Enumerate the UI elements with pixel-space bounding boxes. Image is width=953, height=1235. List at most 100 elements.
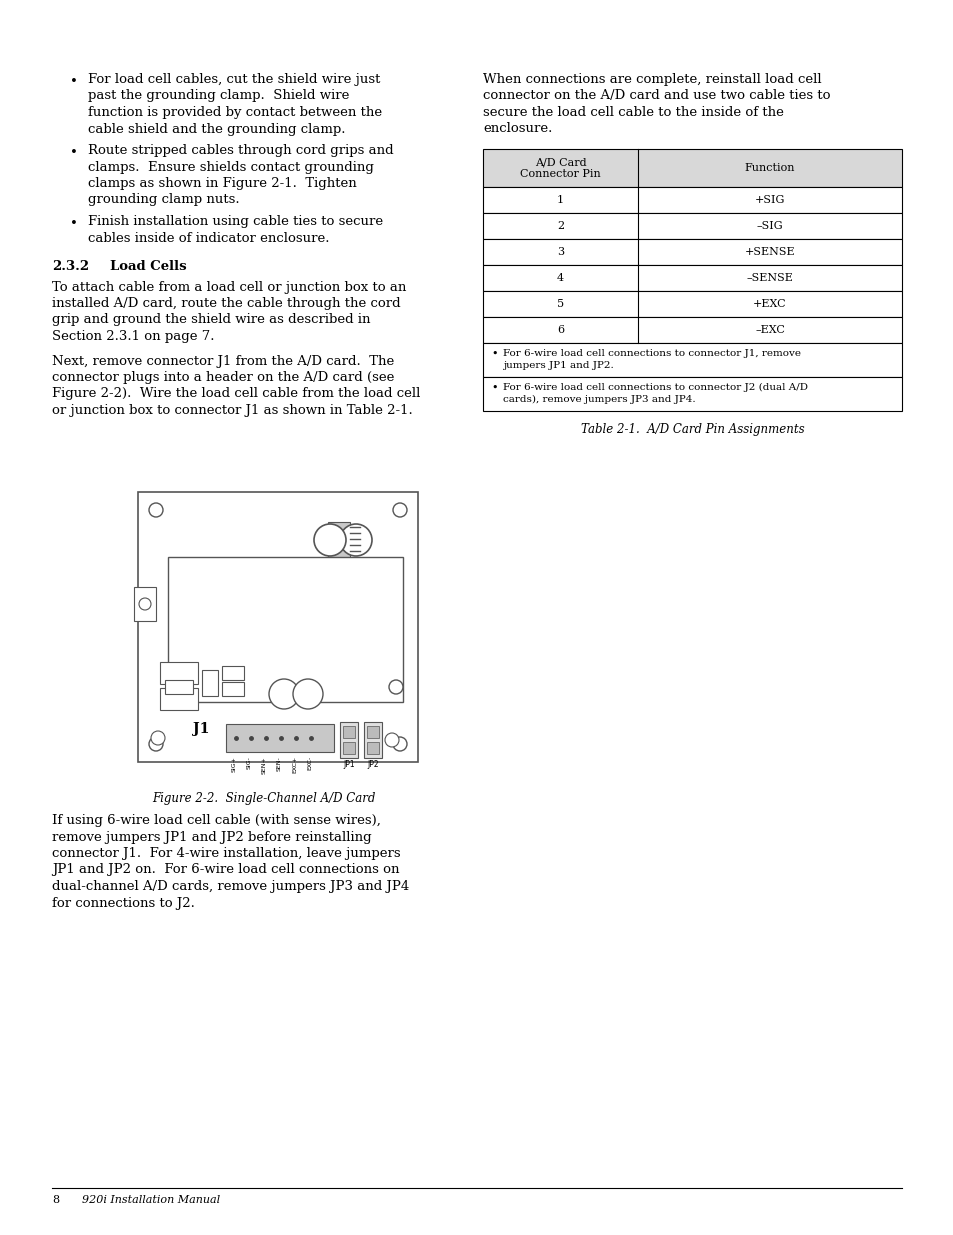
Circle shape — [339, 524, 372, 556]
Text: JP1 and JP2 on.  For 6-wire load cell connections on: JP1 and JP2 on. For 6-wire load cell con… — [52, 863, 399, 877]
Circle shape — [151, 731, 165, 745]
Text: connector on the A/D card and use two cable ties to: connector on the A/D card and use two ca… — [482, 89, 830, 103]
Text: clamps as shown in Figure 2-1.  Tighten: clamps as shown in Figure 2-1. Tighten — [88, 177, 356, 190]
Text: SEN-: SEN- — [276, 756, 282, 771]
Text: +SENSE: +SENSE — [744, 247, 795, 257]
Text: 5: 5 — [557, 299, 563, 309]
Text: enclosure.: enclosure. — [482, 122, 552, 136]
Bar — [367, 742, 378, 755]
Bar — [343, 726, 355, 739]
Text: •: • — [70, 217, 78, 230]
Text: If using 6-wire load cell cable (with sense wires),: If using 6-wire load cell cable (with se… — [52, 814, 380, 827]
Circle shape — [385, 734, 398, 747]
Text: Next, remove connector J1 from the A/D card.  The: Next, remove connector J1 from the A/D c… — [52, 354, 394, 368]
Bar — [482, 317, 901, 343]
Text: 1: 1 — [557, 195, 563, 205]
Text: •: • — [491, 383, 497, 393]
Text: +SIG: +SIG — [754, 195, 784, 205]
Text: 2.3.2: 2.3.2 — [52, 261, 89, 273]
Text: When connections are complete, reinstall load cell: When connections are complete, reinstall… — [482, 73, 821, 86]
Text: connector plugs into a header on the A/D card (see: connector plugs into a header on the A/D… — [52, 370, 394, 384]
Bar — [328, 522, 350, 558]
Text: •: • — [70, 75, 78, 88]
Text: –EXC: –EXC — [754, 325, 784, 335]
Bar — [482, 149, 901, 186]
Bar — [165, 680, 193, 694]
Text: 4: 4 — [557, 273, 563, 283]
Bar — [343, 742, 355, 755]
Bar — [482, 291, 901, 317]
Text: past the grounding clamp.  Shield wire: past the grounding clamp. Shield wire — [88, 89, 349, 103]
Text: SEN+: SEN+ — [262, 756, 267, 774]
Text: JP2: JP2 — [367, 760, 378, 769]
Text: 3: 3 — [557, 247, 563, 257]
Text: connector J1.  For 4-wire installation, leave jumpers: connector J1. For 4-wire installation, l… — [52, 847, 400, 860]
Text: for connections to J2.: for connections to J2. — [52, 897, 194, 909]
Text: clamps.  Ensure shields contact grounding: clamps. Ensure shields contact grounding — [88, 161, 374, 173]
Bar — [482, 343, 901, 377]
Text: Table 2-1.  A/D Card Pin Assignments: Table 2-1. A/D Card Pin Assignments — [580, 424, 803, 436]
Text: J1: J1 — [193, 722, 209, 736]
Circle shape — [269, 679, 298, 709]
Text: –SENSE: –SENSE — [746, 273, 793, 283]
Text: •: • — [70, 146, 78, 159]
Text: A/D Card
Connector Pin: A/D Card Connector Pin — [519, 157, 600, 179]
Text: Function: Function — [744, 163, 795, 173]
Text: jumpers JP1 and JP2.: jumpers JP1 and JP2. — [502, 361, 613, 369]
Text: 8: 8 — [52, 1195, 59, 1205]
Bar — [482, 377, 901, 411]
Bar — [160, 662, 198, 684]
Bar — [138, 492, 417, 762]
Bar — [482, 212, 901, 240]
Circle shape — [149, 737, 163, 751]
Text: installed A/D card, route the cable through the cord: installed A/D card, route the cable thro… — [52, 296, 400, 310]
Bar — [133, 587, 156, 621]
Text: 920i Installation Manual: 920i Installation Manual — [82, 1195, 220, 1205]
Text: or junction box to connector J1 as shown in Table 2-1.: or junction box to connector J1 as shown… — [52, 404, 413, 417]
Text: dual-channel A/D cards, remove jumpers JP3 and JP4: dual-channel A/D cards, remove jumpers J… — [52, 881, 409, 893]
Text: Figure 2-2).  Wire the load cell cable from the load cell: Figure 2-2). Wire the load cell cable fr… — [52, 388, 420, 400]
Bar — [482, 186, 901, 212]
Text: EXC+: EXC+ — [292, 756, 296, 773]
Bar — [168, 557, 402, 701]
Bar — [482, 240, 901, 266]
Bar — [160, 688, 198, 710]
Text: +EXC: +EXC — [753, 299, 786, 309]
Text: Finish installation using cable ties to secure: Finish installation using cable ties to … — [88, 215, 383, 228]
Bar — [202, 671, 218, 697]
Text: grounding clamp nuts.: grounding clamp nuts. — [88, 194, 239, 206]
Text: To attach cable from a load cell or junction box to an: To attach cable from a load cell or junc… — [52, 280, 406, 294]
Text: SIG+: SIG+ — [232, 756, 236, 772]
Text: function is provided by contact between the: function is provided by contact between … — [88, 106, 382, 119]
Circle shape — [393, 503, 407, 517]
Bar — [222, 682, 244, 697]
Circle shape — [393, 737, 407, 751]
Text: Route stripped cables through cord grips and: Route stripped cables through cord grips… — [88, 144, 394, 157]
Text: For 6-wire load cell connections to connector J1, remove: For 6-wire load cell connections to conn… — [502, 350, 801, 358]
Text: secure the load cell cable to the inside of the: secure the load cell cable to the inside… — [482, 106, 783, 119]
Circle shape — [139, 598, 151, 610]
Text: SIG-: SIG- — [247, 756, 252, 769]
Bar — [339, 722, 357, 758]
Text: •: • — [491, 350, 497, 359]
Text: For load cell cables, cut the shield wire just: For load cell cables, cut the shield wir… — [88, 73, 380, 86]
Bar — [226, 724, 334, 752]
Text: For 6-wire load cell connections to connector J2 (dual A/D: For 6-wire load cell connections to conn… — [502, 383, 807, 393]
Text: remove jumpers JP1 and JP2 before reinstalling: remove jumpers JP1 and JP2 before reinst… — [52, 830, 372, 844]
Bar — [222, 666, 244, 680]
Circle shape — [314, 524, 346, 556]
Circle shape — [293, 679, 323, 709]
Text: 2: 2 — [557, 221, 563, 231]
Text: cable shield and the grounding clamp.: cable shield and the grounding clamp. — [88, 122, 345, 136]
Text: cables inside of indicator enclosure.: cables inside of indicator enclosure. — [88, 231, 329, 245]
Bar — [482, 266, 901, 291]
Text: –SIG: –SIG — [756, 221, 782, 231]
Text: cards), remove jumpers JP3 and JP4.: cards), remove jumpers JP3 and JP4. — [502, 395, 695, 404]
Text: Figure 2-2.  Single-Channel A/D Card: Figure 2-2. Single-Channel A/D Card — [152, 792, 375, 805]
Circle shape — [149, 503, 163, 517]
Text: Section 2.3.1 on page 7.: Section 2.3.1 on page 7. — [52, 330, 214, 343]
Bar — [364, 722, 381, 758]
Text: EXC-: EXC- — [307, 756, 312, 771]
Text: grip and ground the shield wire as described in: grip and ground the shield wire as descr… — [52, 314, 370, 326]
Text: 6: 6 — [557, 325, 563, 335]
